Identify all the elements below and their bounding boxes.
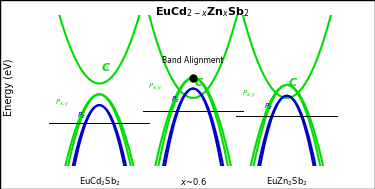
Text: $P_z$: $P_z$	[264, 101, 273, 112]
Text: $x$~0.6: $x$~0.6	[180, 176, 207, 187]
Text: $P_z$: $P_z$	[77, 111, 86, 121]
Text: EuCd$_2$Sb$_2$: EuCd$_2$Sb$_2$	[78, 176, 120, 188]
Text: Energy (eV): Energy (eV)	[4, 58, 14, 116]
Text: EuCd$_{2-x}$Zn$_x$Sb$_2$: EuCd$_{2-x}$Zn$_x$Sb$_2$	[155, 6, 250, 19]
Text: $P_{x,y}$: $P_{x,y}$	[148, 81, 163, 93]
Text: $P_{x,y}$: $P_{x,y}$	[242, 89, 256, 100]
Text: C: C	[195, 78, 203, 88]
Text: C: C	[289, 78, 297, 88]
Text: $P_z$: $P_z$	[171, 94, 179, 105]
Text: C: C	[101, 64, 109, 74]
Text: EuZn$_2$Sb$_2$: EuZn$_2$Sb$_2$	[266, 176, 308, 188]
Text: $P_{x,y}$: $P_{x,y}$	[55, 98, 69, 109]
Text: Band Alignment: Band Alignment	[162, 56, 224, 65]
